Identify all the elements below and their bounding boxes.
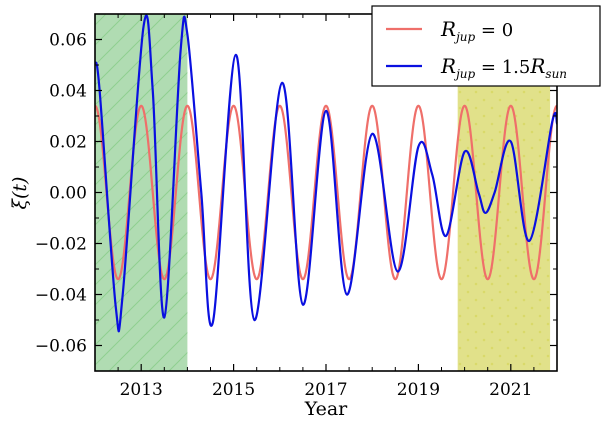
legend: Rjup = 0 Rjup = 1.5Rsun bbox=[371, 5, 601, 87]
legend-label-series-1: Rjup = 0 bbox=[440, 17, 513, 44]
y-tick-label-0: −0.06 bbox=[35, 337, 87, 357]
series-line-2 bbox=[95, 14, 557, 333]
y-tick-label-5: 0.04 bbox=[49, 82, 87, 102]
y-tick-label-4: 0.02 bbox=[49, 133, 87, 153]
x-tick-label-2015: 2015 bbox=[212, 380, 255, 400]
x-tick-label-2017: 2017 bbox=[304, 380, 347, 400]
y-axis-title: ξ(t) bbox=[9, 177, 31, 210]
legend-label-series-2: Rjup = 1.5Rsun bbox=[440, 54, 567, 81]
x-axis-title: Year bbox=[304, 398, 348, 420]
y-tick-label-6: 0.06 bbox=[49, 31, 87, 51]
legend-box bbox=[371, 5, 601, 87]
x-tick-label-2013: 2013 bbox=[120, 380, 163, 400]
y-tick-label-3: 0.00 bbox=[49, 184, 87, 204]
x-tick-label-2021: 2021 bbox=[489, 380, 532, 400]
y-tick-label-2: −0.02 bbox=[35, 235, 87, 255]
x-tick-label-2019: 2019 bbox=[397, 380, 440, 400]
series-line-1 bbox=[95, 104, 557, 281]
y-tick-label-1: −0.04 bbox=[35, 286, 87, 306]
